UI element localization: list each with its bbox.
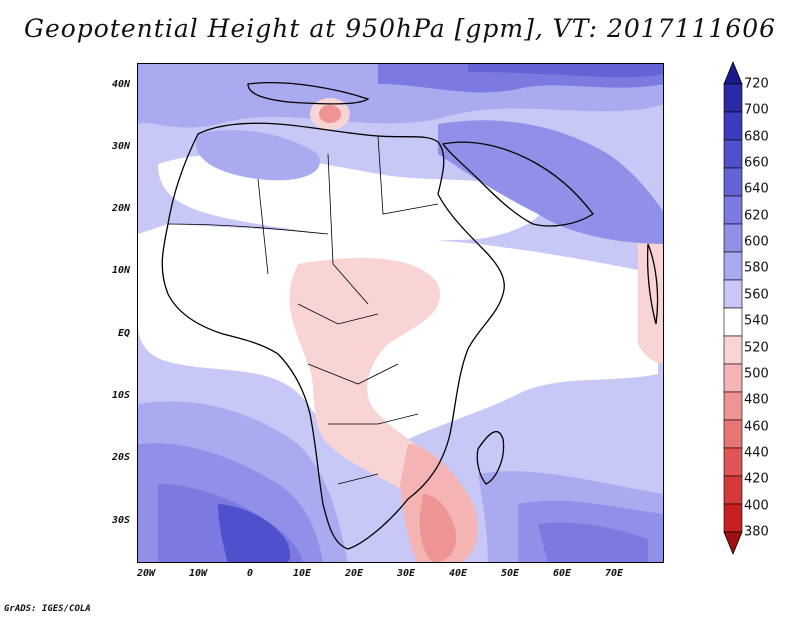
colorbar-box [723, 111, 743, 141]
colorbar-box [723, 251, 743, 281]
colorbar-tick-label: 400 [744, 498, 769, 514]
colorbar-tick-label: 420 [744, 471, 769, 487]
colorbar-box [723, 391, 743, 421]
colorbar-tick-label: 680 [744, 129, 769, 145]
colorbar-tick-label: 520 [744, 340, 769, 356]
colorbar-tick-label: 640 [744, 181, 769, 197]
lon-label-10w: 10W [188, 568, 208, 579]
lat-label-10s: 10S [111, 390, 130, 401]
colorbar-tick-label: 380 [744, 524, 769, 540]
lat-label-20n: 20N [111, 203, 130, 214]
lon-label-70e: 70E [604, 568, 624, 579]
colorbar-tick-label: 720 [744, 76, 769, 92]
colorbar-box [723, 307, 743, 337]
geopotential-field [138, 64, 663, 562]
colorbar-box [723, 279, 743, 309]
lat-label-eq: EQ [117, 328, 130, 339]
colorbar-tick-label: 500 [744, 366, 769, 382]
lat-label-30n: 30N [111, 141, 130, 152]
lon-label-10e: 10E [292, 568, 312, 579]
colorbar-box [723, 447, 743, 477]
colorbar-tick-label: 480 [744, 392, 769, 408]
colorbar-tick-label: 460 [744, 419, 769, 435]
lon-label-0: 0 [246, 568, 254, 579]
colorbar-tick-label: 600 [744, 234, 769, 250]
colorbar-arrow-top [723, 60, 743, 85]
lon-label-50e: 50E [500, 568, 520, 579]
colorbar-tick-label: 560 [744, 287, 769, 303]
lon-label-40e: 40E [448, 568, 468, 579]
colorbar-tick-label: 440 [744, 445, 769, 461]
lon-label-60e: 60E [552, 568, 572, 579]
lon-label-20e: 20E [344, 568, 364, 579]
colorbar-tick-label: 660 [744, 155, 769, 171]
colorbar-tick-label: 540 [744, 313, 769, 329]
colorbar-tick-label: 620 [744, 208, 769, 224]
colorbar-box [723, 195, 743, 225]
footer-credit: GrADS: IGES/COLA [4, 604, 91, 614]
lon-label-30e: 30E [396, 568, 416, 579]
colorbar-tick-label: 580 [744, 260, 769, 276]
colorbar-tick-label: 700 [744, 102, 769, 118]
lon-label-20w: 20W [136, 568, 156, 579]
map-panel [137, 63, 664, 563]
colorbar [723, 60, 743, 556]
lat-label-10n: 10N [111, 265, 130, 276]
colorbar-box [723, 503, 743, 533]
colorbar-box [723, 363, 743, 393]
colorbar-box [723, 335, 743, 365]
colorbar-box [723, 167, 743, 197]
colorbar-box [723, 419, 743, 449]
colorbar-box [723, 139, 743, 169]
colorbar-box [723, 475, 743, 505]
lat-label-30s: 30S [111, 515, 130, 526]
lat-label-20s: 20S [111, 452, 130, 463]
colorbar-box [723, 223, 743, 253]
lat-label-40n: 40N [111, 79, 130, 90]
colorbar-arrow-bottom [723, 531, 743, 556]
colorbar-box [723, 83, 743, 113]
chart-title: Geopotential Height at 950hPa [gpm], VT:… [23, 14, 777, 43]
